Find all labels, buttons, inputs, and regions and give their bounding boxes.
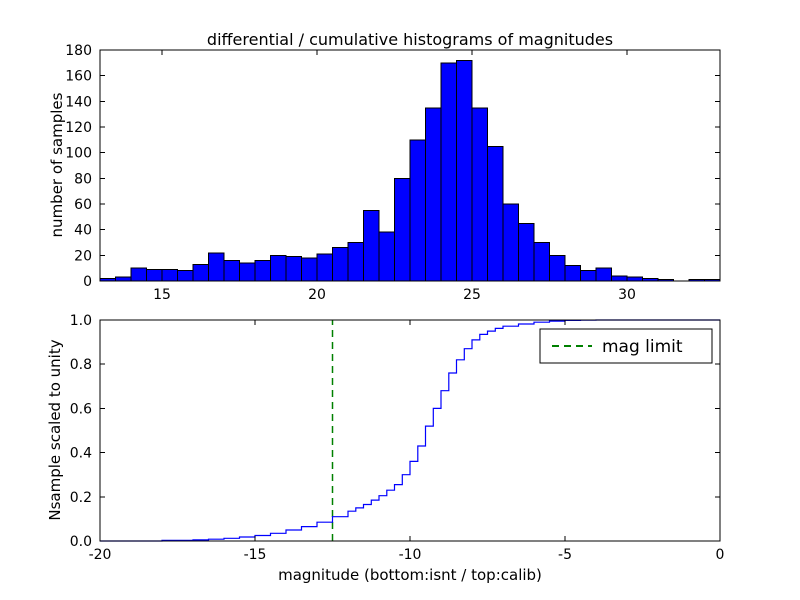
histogram-bar (130, 267, 147, 282)
histogram-bar (440, 62, 457, 282)
histogram-bar (518, 222, 535, 282)
legend: mag limit (539, 328, 713, 364)
histogram-bar (146, 269, 163, 282)
histogram-bar (223, 260, 240, 282)
histogram-bar (471, 107, 488, 282)
histogram-bar (347, 242, 364, 282)
histogram-bar (208, 252, 225, 282)
histogram-bar (316, 253, 333, 282)
top-plot-axes (99, 49, 721, 282)
histogram-bar (487, 145, 504, 282)
x-axis-label: magnitude (bottom:isnt / top:calib) (278, 566, 542, 584)
bottom-plot-y-tick-label: 0.0 (70, 534, 92, 550)
histogram-bar (394, 177, 411, 282)
histogram-bar (192, 263, 209, 282)
histogram-bar (177, 270, 194, 282)
histogram-bar (363, 209, 380, 282)
top-plot-frame (99, 49, 721, 282)
histogram-bar (378, 231, 395, 282)
bottom-plot-frame (99, 319, 721, 542)
histogram-bar (425, 107, 442, 282)
bottom-plot-y-tick-label: 0.8 (70, 357, 92, 373)
chart-title: differential / cumulative histograms of … (206, 30, 614, 49)
bottom-plot-x-tick-label: -5 (558, 547, 572, 563)
bottom-plot-y-tick-label: 1.0 (70, 313, 92, 329)
top-plot-x-tick-label: 25 (463, 287, 481, 303)
bottom-plot-y-tick-label: 0.6 (70, 401, 92, 417)
histogram-bar (533, 242, 550, 282)
top-plot-y-tick-label: 20 (74, 248, 92, 264)
top-plot-y-tick-label: 140 (65, 94, 92, 110)
top-plot-x-tick-label: 15 (153, 287, 171, 303)
histogram-bar (580, 270, 597, 282)
bottom-plot-y-tick-label: 0.4 (70, 446, 92, 462)
bottom-plot-x-tick-label: -15 (244, 547, 267, 563)
top-plot-y-tick-label: 40 (74, 223, 92, 239)
bottom-plot-axes (99, 319, 721, 542)
top-plot-x-tick-label: 30 (618, 287, 636, 303)
histogram-bars (99, 59, 721, 282)
top-plot-y-tick-label: 80 (74, 171, 92, 187)
histogram-bar (254, 260, 271, 282)
histogram-bar (502, 203, 519, 282)
histogram-bar (301, 257, 318, 282)
top-plot-y-tick-label: 120 (65, 120, 92, 136)
histogram-bar (239, 262, 256, 282)
top-plot-x-tick-label: 20 (308, 287, 326, 303)
histogram-bar (285, 256, 302, 282)
histogram-bar (595, 267, 612, 282)
histogram-bar (270, 254, 287, 282)
histogram-bar (332, 247, 349, 282)
histogram-bar (611, 275, 628, 282)
top-plot-y-tick-label: 0 (83, 274, 92, 290)
bottom-plot-x-tick-label: -10 (399, 547, 422, 563)
histogram-bar (564, 265, 581, 282)
bottom-plot-x-tick-label: -20 (89, 547, 112, 563)
bottom-plot-x-tick-label: 0 (716, 547, 725, 563)
top-plot-y-tick-label: 60 (74, 197, 92, 213)
cumulative-step-line (100, 319, 720, 542)
histogram-bar (456, 59, 473, 282)
top-plot-y-tick-label: 180 (65, 43, 92, 59)
bottom-plot-y-tick-label: 0.2 (70, 490, 92, 506)
histogram-bar (549, 254, 566, 282)
top-plot-y-tick-label: 100 (65, 146, 92, 162)
top-plot-y-tick-label: 160 (65, 69, 92, 85)
histogram-bar (161, 269, 178, 282)
legend-label: mag limit (602, 337, 683, 357)
histogram-bar (409, 139, 426, 282)
